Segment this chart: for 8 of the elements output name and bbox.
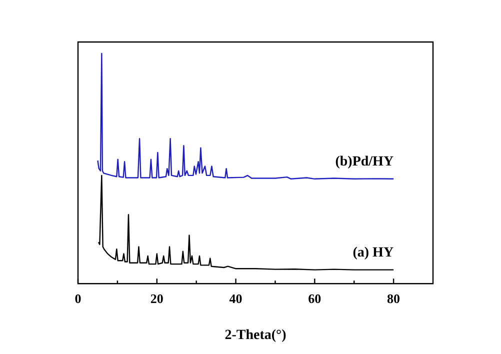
series-label: (b)Pd/HY: [335, 154, 394, 170]
x-tick-label: 20: [150, 290, 164, 306]
x-tick-label: 80: [387, 290, 400, 306]
series-label: (a) HY: [352, 245, 394, 260]
x-tick-label: 60: [308, 290, 322, 306]
x-axis-title: 2-Theta(°): [224, 328, 287, 344]
x-tick-label: 40: [229, 290, 242, 306]
x-tick-label: 0: [74, 290, 82, 306]
